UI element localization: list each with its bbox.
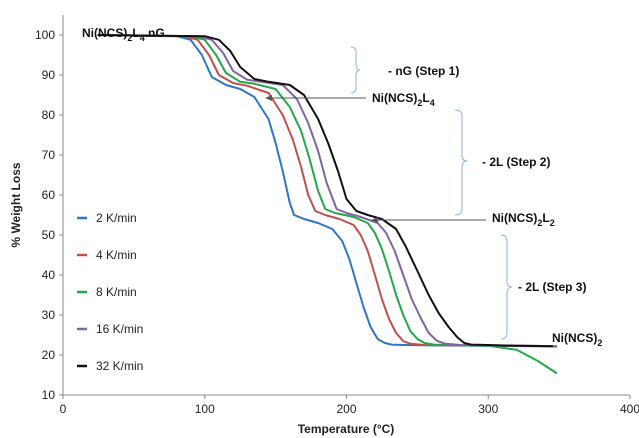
y-tick-label: 70 <box>42 148 56 162</box>
annotation-start-sub2: 4 <box>140 33 145 43</box>
annotation-l2-text2: L <box>542 211 549 225</box>
annotation-step1: - nG (Step 1) <box>388 64 459 78</box>
arrowhead-l2 <box>371 217 378 223</box>
annotation-l4: Ni(NCS)2L4 <box>372 91 435 108</box>
annotation-step3: - 2L (Step 3) <box>518 280 586 294</box>
series-line-16-k-min <box>97 34 558 348</box>
y-tick-label: 30 <box>42 308 56 322</box>
x-tick-label: 0 <box>60 402 67 416</box>
y-tick-label: 100 <box>35 28 55 42</box>
x-tick-label: 100 <box>195 402 215 416</box>
step2-bracket <box>454 109 468 216</box>
x-axis-title: Temperature (°C) <box>298 422 395 436</box>
y-axis-title: % Weight Loss <box>9 162 23 247</box>
series-line-8-k-min <box>97 34 558 374</box>
series-layer <box>97 34 558 374</box>
y-tick-label: 90 <box>42 68 56 82</box>
annotation-start-text3: .nG <box>145 26 165 40</box>
annotation-start-text2: L <box>132 26 139 40</box>
annotation-l4-sub: 2 <box>417 98 422 108</box>
annotation-l4-text: Ni(NCS) <box>372 91 417 105</box>
annotation-final-text: Ni(NCS) <box>552 331 597 345</box>
x-tick-label: 400 <box>620 402 639 416</box>
arrowhead-l4 <box>265 95 272 101</box>
tick-layer: 10 20 30 40 50 60 70 80 90 100 0 100 200 300 400 <box>35 28 639 416</box>
annotation-start-compound: Ni(NCS)2L4.nG <box>82 26 165 43</box>
annotation-l2-sub2: 2 <box>550 218 555 228</box>
legend-label: 16 K/min <box>96 322 143 336</box>
annotation-final: Ni(NCS)2 <box>552 331 602 348</box>
annotation-start-sub: 2 <box>127 33 132 43</box>
y-tick-label: 60 <box>42 188 56 202</box>
x-tick-label: 300 <box>478 402 498 416</box>
series-line-4-k-min <box>97 34 558 348</box>
annotation-l2: Ni(NCS)2L2 <box>492 211 555 228</box>
legend: 2 K/min 4 K/min 8 K/min 16 K/min 32 K/min <box>77 211 143 373</box>
annotation-final-sub: 2 <box>597 338 602 348</box>
annotation-l2-sub: 2 <box>537 218 542 228</box>
x-tick-label: 200 <box>336 402 356 416</box>
legend-label: 8 K/min <box>96 285 137 299</box>
step1-bracket <box>350 46 361 94</box>
annotation-l2-text: Ni(NCS) <box>492 211 537 225</box>
annotation-start-text: Ni(NCS) <box>82 26 127 40</box>
step3-bracket <box>500 234 513 340</box>
y-tick-label: 20 <box>42 348 56 362</box>
y-tick-label: 40 <box>42 268 56 282</box>
series-line-32-k-min <box>97 34 553 348</box>
y-tick-label: 10 <box>42 388 56 402</box>
y-tick-label: 50 <box>42 228 56 242</box>
series-line-2-k-min <box>97 34 558 348</box>
annotation-l4-text2: L <box>422 91 429 105</box>
legend-label: 32 K/min <box>96 359 143 373</box>
legend-label: 2 K/min <box>96 211 137 225</box>
annotation-step2: - 2L (Step 2) <box>482 155 550 169</box>
y-tick-label: 80 <box>42 108 56 122</box>
legend-label: 4 K/min <box>96 248 137 262</box>
annotation-l4-sub2: 4 <box>430 98 435 108</box>
